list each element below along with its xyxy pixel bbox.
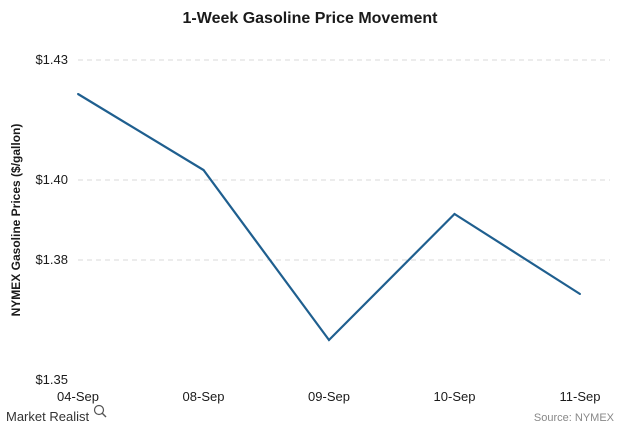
data-point bbox=[328, 339, 330, 341]
grid-layer bbox=[78, 59, 610, 261]
y-axis-ticks: $1.35 $1.38 $1.40 $1.43 bbox=[35, 52, 68, 387]
chart-title: 1-Week Gasoline Price Movement bbox=[183, 10, 439, 27]
x-tick-label: 10-Sep bbox=[434, 389, 476, 404]
x-tick-label: 11-Sep bbox=[560, 389, 601, 404]
x-axis-ticks: 04-Sep 08-Sep 09-Sep 10-Sep 11-Sep bbox=[57, 389, 600, 404]
series-line bbox=[77, 93, 581, 342]
data-point bbox=[579, 293, 581, 295]
data-point bbox=[202, 169, 205, 171]
brand-magnifier-handle bbox=[101, 412, 107, 418]
x-tick-label: 08-Sep bbox=[183, 389, 225, 404]
y-tick-label: $1.40 bbox=[35, 172, 68, 187]
y-tick-label: $1.43 bbox=[35, 52, 68, 67]
y-tick-label: $1.38 bbox=[35, 252, 68, 267]
brand-logo: Market Realist bbox=[6, 404, 107, 424]
data-point bbox=[77, 93, 79, 95]
brand-magnifier-icon bbox=[93, 404, 105, 416]
y-tick-label: $1.35 bbox=[35, 372, 68, 387]
x-tick-label: 09-Sep bbox=[308, 389, 350, 404]
y-axis-label: NYMEX Gasoline Prices ($/gallon) bbox=[9, 124, 23, 317]
source-note: Source: NYMEX bbox=[534, 412, 615, 424]
series-layer bbox=[77, 93, 581, 342]
brand-name: Market Realist bbox=[6, 409, 89, 424]
data-point bbox=[453, 213, 456, 215]
x-tick-label: 04-Sep bbox=[57, 389, 99, 404]
